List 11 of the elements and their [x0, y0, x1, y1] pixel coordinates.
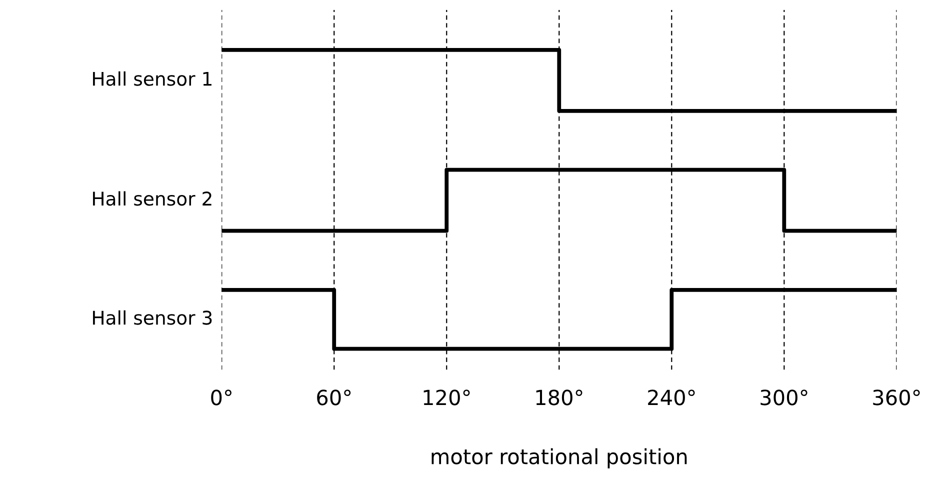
series-label: Hall sensor 1 — [93, 71, 212, 86]
x-axis-title: motor rotational position — [432, 448, 687, 468]
x-tick-label: 120° — [424, 390, 470, 406]
x-tick-label: 360° — [873, 390, 920, 406]
x-tick-label: 60° — [317, 390, 351, 406]
x-tick-label: 300° — [760, 390, 808, 406]
series-label: Hall sensor 2 — [93, 191, 212, 206]
series-label: Hall sensor 3 — [93, 310, 212, 325]
x-tick-label: 0° — [211, 390, 232, 406]
x-tick-label: 240° — [648, 390, 695, 406]
x-tick-label: 180° — [536, 390, 582, 406]
